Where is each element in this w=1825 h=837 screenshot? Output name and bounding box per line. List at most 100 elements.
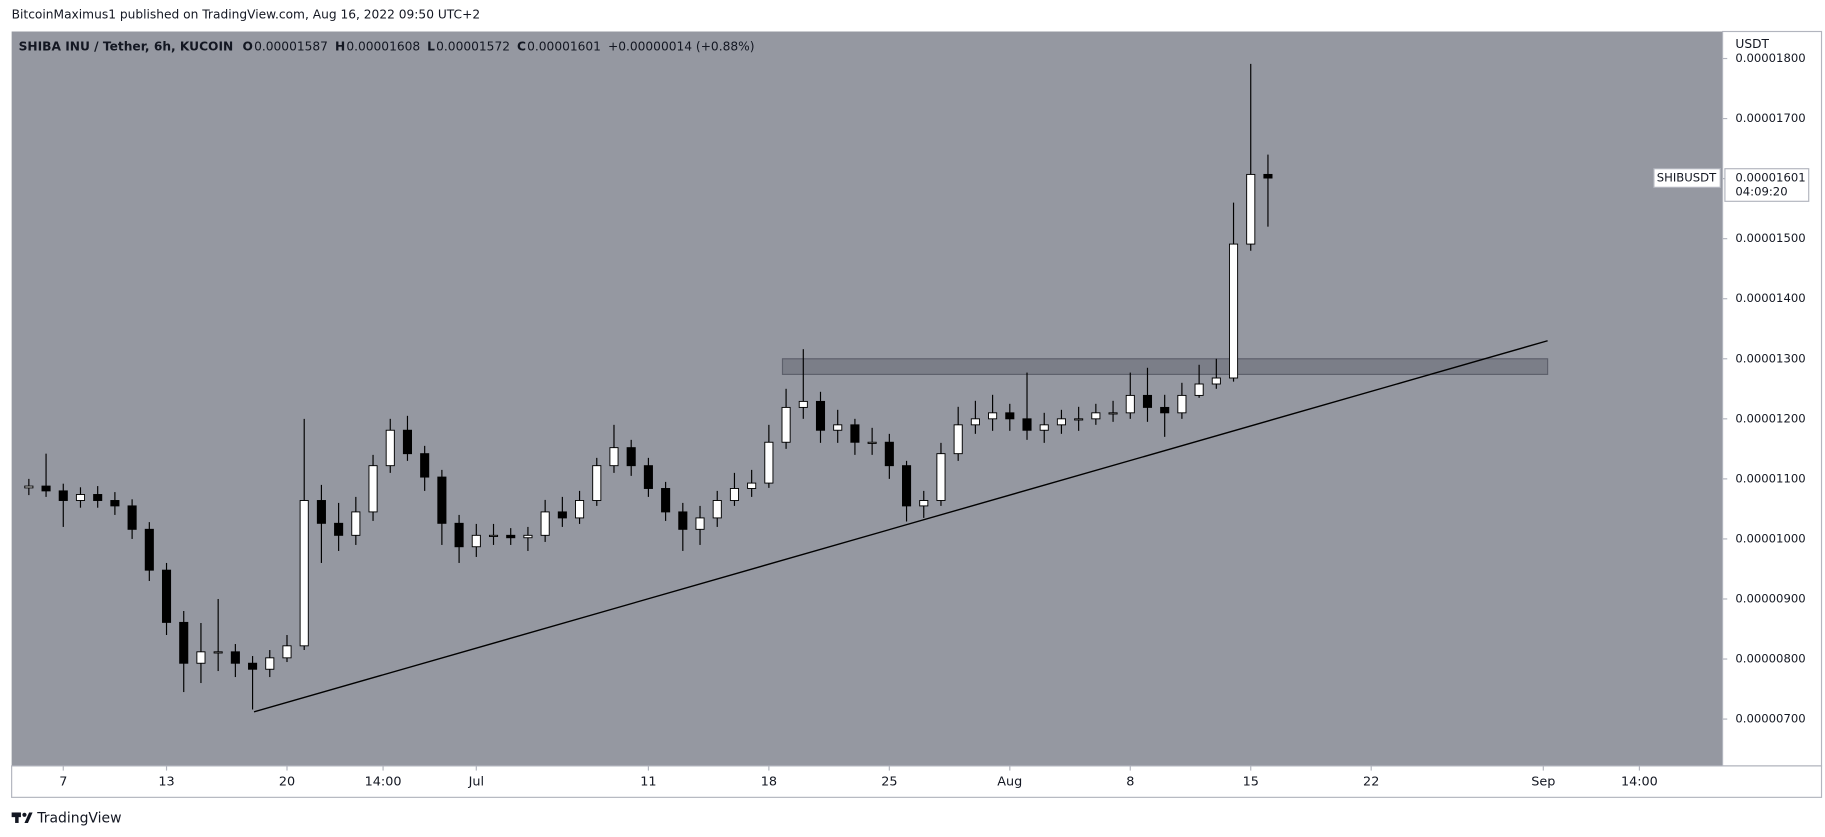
x-tick-label: 18 — [761, 775, 777, 790]
y-tick-label: 0.00001100 — [1735, 471, 1805, 485]
candle-body — [196, 651, 206, 664]
ohlc-value: 0.00001587 — [254, 39, 328, 53]
candle-body — [850, 424, 860, 443]
y-tick-label: 0.00001800 — [1735, 51, 1805, 65]
candle-body — [557, 511, 567, 519]
candle-body — [282, 645, 292, 659]
candle-body — [127, 505, 137, 530]
candle-body — [1160, 406, 1170, 414]
x-tick-label: 15 — [1243, 775, 1259, 790]
candle-body — [420, 453, 430, 478]
candle-body — [179, 621, 189, 664]
ticker-tag-box — [1653, 168, 1721, 188]
logo-mark — [24, 812, 33, 823]
candle-body — [454, 522, 464, 548]
candle-body — [437, 476, 447, 524]
publisher-line: BitcoinMaximus1 published on TradingView… — [12, 8, 480, 22]
plot-layer — [24, 63, 1549, 713]
candle-body — [1211, 377, 1221, 385]
y-tick-label: 0.00001200 — [1735, 411, 1805, 425]
ohlc-label: L — [427, 39, 435, 53]
candle-body — [661, 488, 671, 513]
price-tag: 0.00001601 — [1735, 171, 1805, 185]
candle-body — [368, 465, 378, 513]
candle-body — [575, 500, 585, 519]
candle-body — [144, 528, 154, 571]
candle-body — [815, 400, 826, 431]
price-tag-box — [1724, 168, 1810, 202]
candle-body — [1091, 412, 1101, 420]
candle-body — [93, 494, 103, 501]
candle-body — [488, 534, 499, 537]
candle-body — [1125, 394, 1135, 414]
x-tick-label: 11 — [640, 775, 656, 790]
tradingview-logo — [11, 812, 33, 823]
candle-body — [248, 662, 258, 670]
y-tick-label: 0.00000900 — [1735, 591, 1805, 605]
candle-body — [1194, 383, 1204, 396]
x-tick-label: 22 — [1363, 775, 1379, 790]
candle-body — [41, 485, 51, 492]
x-tick-label: 8 — [1126, 775, 1134, 790]
resistance-zone — [781, 358, 1549, 375]
ticker-tag: SHIBUSDT — [1657, 171, 1717, 185]
candle-body — [265, 657, 275, 670]
candle-body — [351, 511, 361, 536]
price-change: +0.00000014 (+0.88%) — [608, 39, 755, 53]
y-tick-label: 0.00000800 — [1735, 652, 1805, 666]
x-tick-label: 20 — [279, 775, 295, 790]
y-tick-label: 0.00000700 — [1735, 712, 1805, 726]
candle-body — [1263, 173, 1273, 179]
candle-body — [1228, 243, 1239, 379]
candle-body — [867, 441, 877, 444]
candle-body — [523, 534, 533, 539]
symbol: SHIBA INU / Tether, 6h, KUCOIN — [19, 39, 234, 53]
y-tick-label: 0.00001700 — [1735, 111, 1805, 125]
x-tick-label: Jul — [468, 775, 484, 790]
countdown: 04:09:20 — [1735, 184, 1787, 198]
candle-body — [213, 651, 223, 654]
candle-body — [316, 500, 326, 524]
x-tick-label: 14:00 — [365, 775, 402, 790]
candle-body — [712, 500, 722, 519]
candle-body — [747, 482, 757, 489]
logo-mark — [22, 812, 27, 817]
x-tick-label: 25 — [881, 775, 897, 790]
candle-body — [1039, 424, 1049, 431]
logo-mark — [15, 812, 19, 823]
candle-body — [334, 522, 344, 536]
candle-body — [471, 534, 481, 548]
candle-body — [540, 511, 550, 536]
candle-body — [110, 500, 120, 507]
candle-body — [919, 500, 929, 507]
candle-body — [592, 465, 602, 501]
y-tick-label: 0.00001500 — [1735, 231, 1805, 245]
candle-body — [695, 517, 705, 530]
x-tick-label: Aug — [997, 775, 1022, 790]
candle-body — [1108, 412, 1118, 415]
ohlc-value: 0.00001601 — [527, 39, 601, 53]
candle-body — [506, 534, 516, 539]
candle-body — [402, 429, 413, 455]
x-tick-label: 7 — [59, 775, 67, 790]
candle-body — [1177, 394, 1187, 414]
candle-body — [299, 500, 309, 647]
x-tick-label: 13 — [158, 775, 174, 790]
candle-body — [1022, 418, 1032, 431]
price-axis — [1721, 30, 1823, 767]
candle-body — [1005, 412, 1015, 420]
candle-body — [678, 511, 688, 530]
candle-body — [230, 651, 240, 664]
candle-body — [24, 485, 34, 489]
y-tick-label: 0.00001000 — [1735, 531, 1805, 545]
candle-body — [729, 488, 739, 501]
candle-body — [1142, 394, 1153, 408]
ohlc-value: 0.00001572 — [436, 39, 510, 53]
candle-body — [1074, 418, 1084, 421]
plot-area — [11, 31, 1723, 766]
candle-body — [1246, 173, 1256, 245]
candle-body — [385, 429, 395, 467]
candle-body — [902, 465, 912, 507]
candle-body — [833, 424, 843, 431]
